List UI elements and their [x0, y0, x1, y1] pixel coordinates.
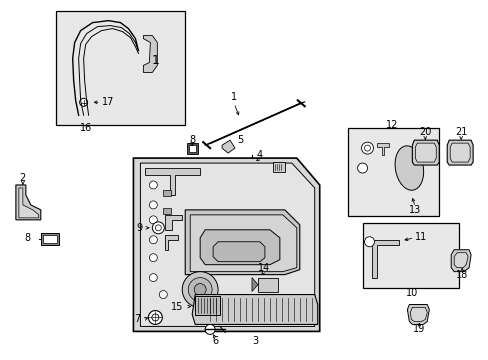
Polygon shape [411, 140, 438, 165]
Polygon shape [414, 143, 435, 162]
Polygon shape [145, 168, 200, 195]
Bar [272, 162, 285, 172]
Bar [189, 145, 196, 152]
Text: 5: 5 [236, 135, 243, 145]
Text: 19: 19 [412, 324, 425, 334]
Circle shape [152, 314, 159, 321]
Circle shape [80, 98, 87, 106]
Circle shape [246, 158, 256, 168]
Text: 1: 1 [151, 54, 159, 67]
Bar [187, 143, 198, 154]
Text: 6: 6 [212, 336, 218, 346]
Polygon shape [185, 210, 299, 275]
Polygon shape [213, 242, 264, 262]
Circle shape [148, 310, 162, 324]
Polygon shape [251, 278, 258, 292]
Polygon shape [200, 230, 279, 265]
Polygon shape [140, 163, 314, 327]
Text: 12: 12 [386, 120, 398, 130]
Circle shape [149, 236, 157, 244]
Text: 1: 1 [230, 92, 237, 102]
Polygon shape [19, 188, 39, 218]
Polygon shape [222, 140, 235, 153]
Bar [362, 223, 458, 288]
Text: 10: 10 [406, 288, 418, 298]
Circle shape [205, 324, 215, 334]
Polygon shape [450, 250, 470, 272]
Polygon shape [409, 307, 427, 321]
Text: 11: 11 [414, 232, 427, 242]
Text: 7: 7 [134, 314, 140, 324]
Text: 15: 15 [170, 302, 183, 311]
Text: 3: 3 [251, 336, 258, 346]
Polygon shape [371, 240, 399, 278]
Polygon shape [16, 185, 41, 220]
Circle shape [364, 237, 374, 247]
Text: 16: 16 [80, 123, 92, 133]
Circle shape [361, 142, 373, 154]
Circle shape [188, 278, 212, 302]
Bar [347, 128, 438, 216]
Bar [42, 235, 57, 243]
Polygon shape [192, 294, 317, 324]
Polygon shape [133, 158, 319, 332]
Circle shape [155, 225, 161, 231]
Bar [195, 296, 220, 315]
Circle shape [364, 145, 370, 151]
Ellipse shape [394, 146, 423, 190]
Circle shape [182, 272, 218, 307]
Text: 18: 18 [455, 270, 468, 280]
Polygon shape [447, 140, 472, 165]
Text: 8: 8 [189, 135, 195, 145]
Text: 13: 13 [408, 205, 421, 215]
Polygon shape [453, 253, 467, 268]
Circle shape [194, 284, 206, 296]
Text: 9: 9 [136, 223, 142, 233]
Circle shape [149, 254, 157, 262]
Polygon shape [165, 235, 178, 250]
Circle shape [149, 201, 157, 209]
Bar [41, 233, 59, 245]
Text: 17: 17 [102, 97, 115, 107]
Circle shape [149, 216, 157, 224]
Polygon shape [143, 36, 157, 72]
Polygon shape [449, 143, 469, 162]
Circle shape [152, 222, 164, 234]
Circle shape [149, 274, 157, 282]
Bar [56, 11, 185, 125]
Text: 2: 2 [20, 173, 26, 183]
Text: 14: 14 [257, 263, 269, 273]
Text: 4: 4 [256, 150, 263, 160]
Circle shape [357, 163, 367, 173]
Bar [258, 278, 277, 292]
Circle shape [159, 291, 167, 298]
Polygon shape [165, 215, 182, 230]
Polygon shape [190, 215, 296, 272]
Text: 21: 21 [454, 127, 467, 137]
Polygon shape [407, 305, 428, 324]
Bar [163, 190, 171, 196]
Circle shape [149, 181, 157, 189]
Polygon shape [377, 143, 388, 155]
Text: 20: 20 [418, 127, 430, 137]
Bar [163, 208, 171, 214]
Text: 8: 8 [25, 233, 31, 243]
